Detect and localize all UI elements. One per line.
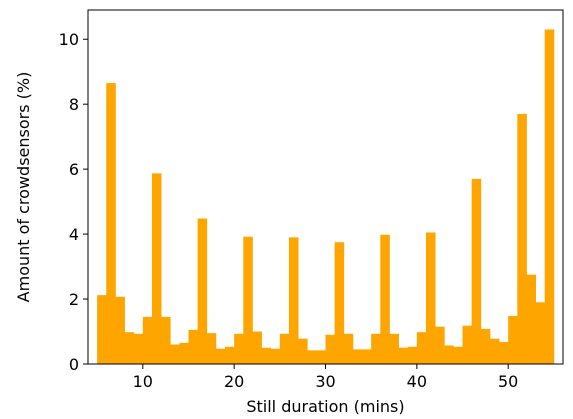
bar bbox=[334, 242, 345, 364]
bar bbox=[243, 236, 253, 364]
y-tick-label: 4 bbox=[69, 225, 79, 244]
x-tick-label: 50 bbox=[498, 372, 518, 391]
y-axis-ticks: 0 2 4 6 8 10 bbox=[59, 30, 88, 374]
bar bbox=[462, 325, 473, 364]
y-axis-label: Amount of crowdsensors (%) bbox=[14, 72, 33, 303]
bar bbox=[362, 349, 372, 364]
bar bbox=[398, 347, 409, 364]
x-axis-ticks: 10 20 30 40 50 bbox=[133, 364, 518, 391]
bar bbox=[270, 348, 281, 364]
bar bbox=[425, 232, 436, 364]
bar bbox=[197, 218, 208, 364]
bar bbox=[380, 234, 390, 364]
bar bbox=[234, 333, 244, 364]
y-tick-label: 8 bbox=[69, 95, 79, 114]
bar bbox=[544, 29, 555, 365]
bar bbox=[279, 333, 290, 364]
bar bbox=[316, 350, 326, 364]
bar bbox=[188, 329, 199, 364]
bar bbox=[389, 333, 399, 364]
bar bbox=[252, 331, 262, 364]
bar bbox=[526, 274, 536, 364]
bar bbox=[535, 302, 546, 364]
bar bbox=[151, 173, 162, 364]
bar bbox=[352, 349, 363, 364]
bar bbox=[179, 342, 189, 364]
bar bbox=[115, 296, 125, 364]
bar bbox=[133, 333, 144, 364]
x-tick-label: 10 bbox=[133, 372, 153, 391]
y-tick-label: 6 bbox=[69, 160, 79, 179]
bar bbox=[124, 332, 135, 364]
bar bbox=[307, 350, 317, 364]
x-tick-label: 30 bbox=[315, 372, 335, 391]
x-tick-label: 40 bbox=[407, 372, 427, 391]
bar bbox=[371, 333, 381, 364]
bar bbox=[142, 316, 153, 364]
y-tick-label: 2 bbox=[69, 290, 79, 309]
bar bbox=[288, 237, 299, 364]
bar bbox=[343, 333, 354, 364]
plot-frame bbox=[87, 9, 564, 365]
bar bbox=[170, 344, 180, 364]
bar bbox=[225, 346, 235, 364]
bar bbox=[444, 345, 454, 364]
bar bbox=[407, 346, 418, 364]
bar bbox=[517, 113, 527, 365]
x-tick-label: 20 bbox=[224, 372, 244, 391]
bar bbox=[499, 341, 509, 364]
bar bbox=[97, 295, 107, 364]
bar bbox=[480, 328, 491, 364]
bar bbox=[489, 338, 500, 364]
bar bbox=[106, 83, 116, 364]
bar bbox=[416, 332, 427, 364]
bar bbox=[453, 346, 463, 364]
bar bbox=[215, 348, 226, 364]
bar bbox=[435, 326, 445, 364]
bar bbox=[471, 178, 482, 364]
y-tick-label: 0 bbox=[69, 355, 79, 374]
bar bbox=[261, 347, 272, 364]
bar bbox=[298, 338, 308, 364]
bar bbox=[325, 334, 336, 364]
y-tick-label: 10 bbox=[59, 30, 79, 49]
bar bbox=[508, 315, 518, 364]
x-axis-label: Still duration (mins) bbox=[246, 397, 404, 416]
bars-group bbox=[97, 29, 555, 365]
bar bbox=[161, 316, 171, 364]
bar bbox=[206, 333, 217, 364]
